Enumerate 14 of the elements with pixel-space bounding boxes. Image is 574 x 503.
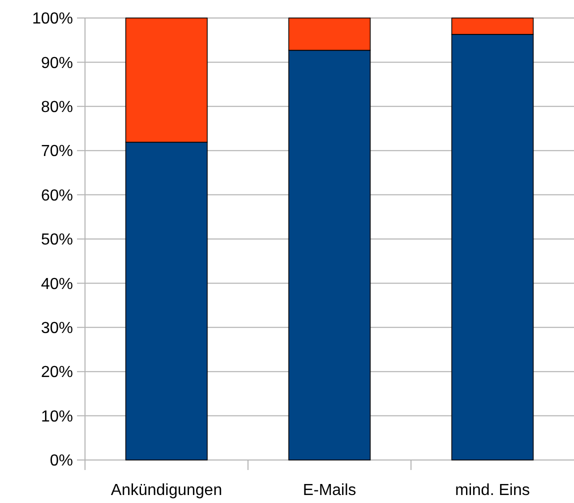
y-tick-label: 20% (40, 364, 73, 382)
x-tick-label: Ankündigungen (110, 482, 222, 499)
y-tick-label: 10% (40, 408, 73, 426)
x-tick-label: mind. Eins (455, 482, 530, 499)
y-tick-label: 0% (50, 452, 73, 470)
y-tick-label: 40% (40, 276, 73, 293)
y-tick-label: 60% (40, 187, 73, 204)
y-tick-label: 100% (32, 10, 73, 28)
x-tick-label: E-Mails (302, 482, 356, 499)
y-tick-label: 90% (40, 54, 73, 72)
y-tick-label: 50% (40, 232, 73, 249)
y-tick-label: 70% (40, 143, 73, 160)
y-tick-label: 30% (40, 320, 73, 337)
y-tick-label: 80% (40, 99, 73, 116)
